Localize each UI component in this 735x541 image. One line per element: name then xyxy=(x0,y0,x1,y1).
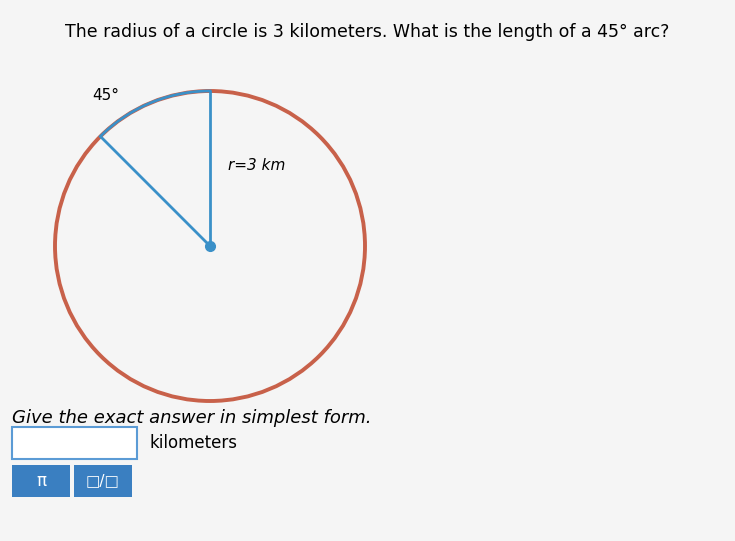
Text: r=3 km: r=3 km xyxy=(228,158,285,173)
FancyBboxPatch shape xyxy=(12,427,137,459)
Text: The radius of a circle is 3 kilometers. What is the length of a 45° arc?: The radius of a circle is 3 kilometers. … xyxy=(65,23,669,41)
Text: kilometers: kilometers xyxy=(149,434,237,452)
Text: Give the exact answer in simplest form.: Give the exact answer in simplest form. xyxy=(12,409,371,427)
Text: 45°: 45° xyxy=(93,88,120,103)
Text: □/□: □/□ xyxy=(86,473,120,489)
FancyBboxPatch shape xyxy=(74,465,132,497)
Text: π: π xyxy=(36,472,46,490)
FancyBboxPatch shape xyxy=(12,465,70,497)
